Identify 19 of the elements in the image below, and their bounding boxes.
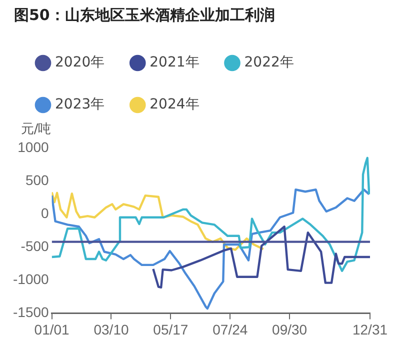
legend-label: 2021年 xyxy=(150,54,200,71)
x-tick-label: 01/01 xyxy=(34,321,70,338)
y-tick-label: 1000 xyxy=(18,138,50,155)
chart-title: 图50：山东地区玉米酒精企业加工利润 xyxy=(13,5,276,26)
x-tick-label: 12/31 xyxy=(352,321,388,338)
y-tick-label: 0 xyxy=(41,204,50,221)
y-tick-label: -1000 xyxy=(12,271,50,288)
x-tick-label: 03/10 xyxy=(94,321,129,338)
legend-label: 2023年 xyxy=(55,96,105,113)
legend-label: 2024年 xyxy=(150,96,200,113)
legend-label: 2020年 xyxy=(55,54,105,71)
y-tick-label: 500 xyxy=(25,172,50,188)
x-tick-label: 07/24 xyxy=(212,321,248,338)
y-tick-label: -1500 xyxy=(12,304,50,320)
x-tick-label: 05/17 xyxy=(153,321,188,338)
y-axis-title: 元/吨 xyxy=(20,122,52,137)
legend-label: 2022年 xyxy=(244,54,294,71)
x-tick-label: 09/30 xyxy=(272,321,308,338)
y-tick-label: -500 xyxy=(20,238,50,254)
